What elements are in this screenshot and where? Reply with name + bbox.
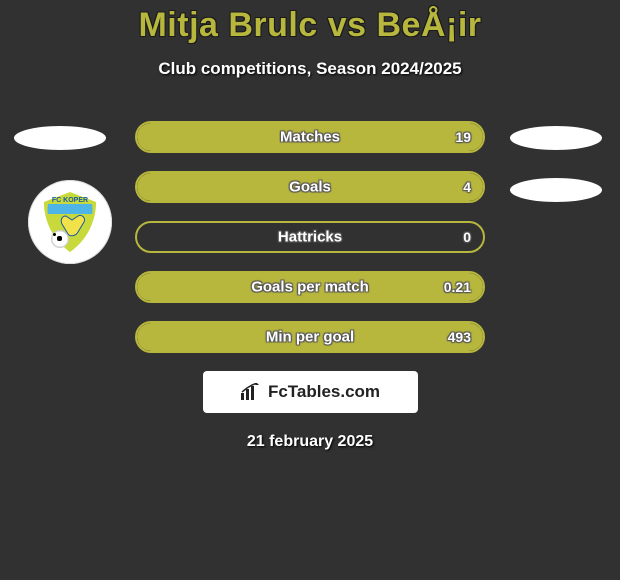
crest-club-text: FC KOPER [52,197,88,204]
stat-value: 0 [463,229,471,245]
stat-row-goals-per-match: Goals per match 0.21 [135,271,485,303]
stat-row-matches: Matches 19 [135,121,485,153]
date-text: 21 february 2025 [0,433,620,451]
stat-label: Matches [280,129,340,146]
player-slot-right-bottom [510,178,602,202]
stat-value: 493 [448,329,471,345]
page-subtitle: Club competitions, Season 2024/2025 [0,59,620,79]
club-crest: FC KOPER 1920 [28,180,112,264]
stat-row-goals: Goals 4 [135,171,485,203]
stat-label: Goals per match [251,279,369,296]
stat-row-hattricks: Hattricks 0 [135,221,485,253]
stat-label: Min per goal [266,329,354,346]
stat-value: 19 [455,129,471,145]
bar-chart-icon [240,383,262,401]
crest-stripe [48,204,93,214]
stat-row-min-per-goal: Min per goal 493 [135,321,485,353]
page-title: Mitja Brulc vs BeÅ¡ir [0,0,620,45]
brand-text: FcTables.com [268,382,380,402]
stat-value: 0.21 [444,279,471,295]
player-slot-right-top [510,126,602,150]
stat-label: Hattricks [278,229,342,246]
club-crest-svg: FC KOPER 1920 [38,190,102,254]
player-slot-left [14,126,106,150]
stat-label: Goals [289,179,331,196]
stat-value: 4 [463,179,471,195]
crest-ball-icon [51,230,69,248]
brand-badge[interactable]: FcTables.com [203,371,418,413]
